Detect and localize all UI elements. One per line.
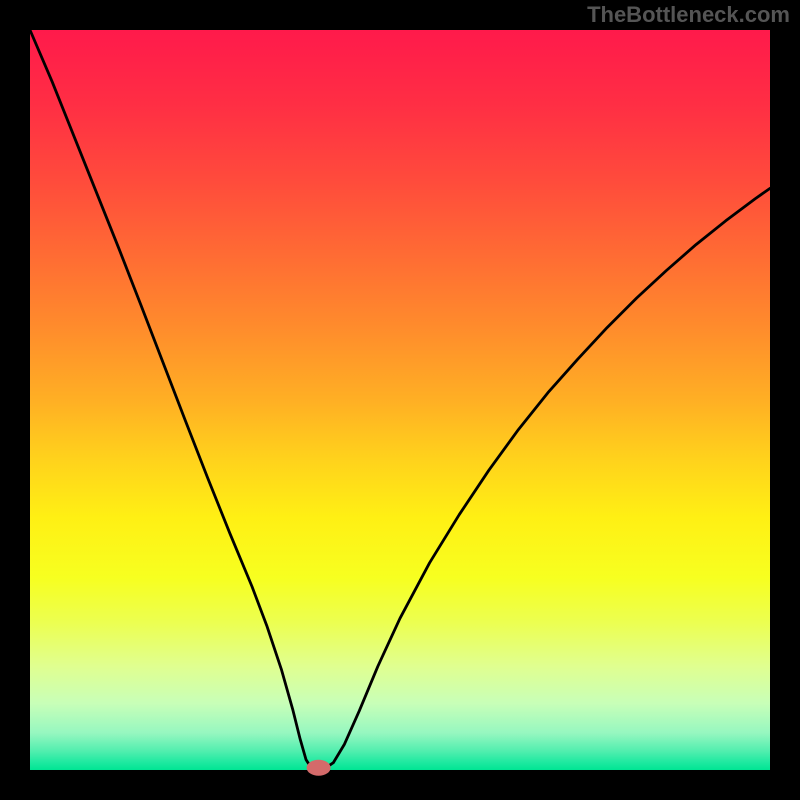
minimum-marker: [307, 760, 331, 776]
bottleneck-chart: [0, 0, 800, 800]
plot-background: [30, 30, 770, 770]
watermark-text: TheBottleneck.com: [587, 2, 790, 28]
